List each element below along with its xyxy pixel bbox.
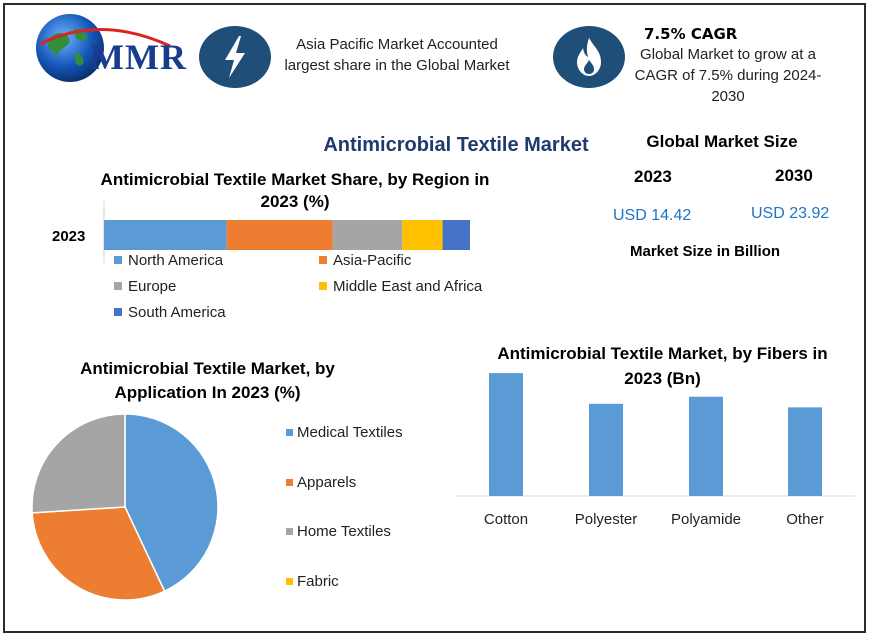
application-legend-fabric: Fabric (286, 573, 339, 590)
infographic-frame (3, 3, 866, 633)
flame-icon (553, 26, 625, 88)
legend-swatch (114, 308, 122, 317)
region-legend-europe: Europe (114, 278, 176, 295)
legend-label: South America (128, 304, 226, 321)
region-legend-south-america: South America (114, 304, 226, 321)
region-legend-asia-pacific: Asia-Pacific (319, 252, 411, 269)
main-title: Antimicrobial Textile Market (323, 134, 589, 156)
legend-swatch (286, 428, 293, 436)
legend-label: Middle East and Africa (333, 278, 483, 295)
legend-swatch (319, 256, 327, 265)
region-legend-middle-east-and-africa: Middle East and Africa (319, 278, 482, 295)
fiber-tick-label-polyamide: Polyamide (671, 511, 741, 528)
fibers-bar-chart: Cotton Polyester Polyamide Other (455, 373, 855, 528)
legend-swatch (319, 282, 327, 291)
legend-label: Fabric (297, 573, 339, 590)
lightning-icon (199, 26, 271, 88)
legend-swatch (114, 256, 122, 265)
legend-label: Apparels (297, 474, 357, 491)
market-size-title: Global Market Size (646, 132, 798, 151)
market-size-value-2023: USD 14.42 (613, 207, 692, 224)
legend-swatch (286, 577, 293, 585)
fibers-chart-title: Antimicrobial Textile Market, by Fibers … (497, 344, 828, 388)
fiber-bar-polyester (589, 403, 623, 496)
fiber-tick-label-polyester: Polyester (575, 511, 638, 528)
legend-swatch (114, 282, 122, 291)
application-legend-medical-textiles: Medical Textiles (286, 424, 403, 441)
application-chart-title: Antimicrobial Textile Market, by Applica… (80, 359, 335, 402)
legend-label: North America (128, 252, 224, 269)
legend-label: Medical Textiles (297, 424, 403, 441)
region-legend-north-america: North America (114, 252, 223, 269)
fiber-bar-cotton (489, 373, 523, 496)
region-bar-south-america (442, 220, 470, 250)
pie-slice-home-textiles (31, 413, 126, 514)
region-chart: 2023 (52, 201, 470, 263)
cagr-title: 7.5% CAGR (644, 25, 738, 43)
application-legend-home-textiles: Home Textiles (286, 523, 391, 540)
legend-swatch (286, 527, 293, 535)
region-chart-title: Antimicrobial Textile Market Share, by R… (100, 170, 490, 211)
pie-slice-medical-textiles (124, 413, 219, 593)
logo-text: MMR (90, 37, 187, 77)
legend-label: Asia-Pacific (333, 252, 412, 269)
market-size-value-2030: USD 23.92 (751, 205, 830, 222)
fiber-bar-polyamide (689, 396, 723, 496)
legend-swatch (286, 478, 293, 486)
market-size-year-2023: 2023 (634, 167, 672, 186)
region-bar-north-america (104, 220, 227, 250)
market-size-year-2030: 2030 (775, 166, 813, 185)
fiber-bar-other (788, 407, 822, 496)
application-pie-chart (31, 413, 219, 601)
market-size-note: Market Size in Billion (629, 243, 781, 260)
cagr-text: Global Market to grow at a CAGR of 7.5% … (634, 46, 822, 105)
legend-label: Home Textiles (297, 523, 391, 540)
info-asia-pacific: Asia Pacific Market Accounted largest sh… (284, 36, 510, 74)
region-category-label: 2023 (52, 228, 85, 245)
fiber-tick-label-other: Other (786, 511, 824, 528)
region-bar-asia-pacific (226, 220, 333, 250)
legend-label: Europe (128, 278, 177, 295)
region-bar-europe (332, 220, 403, 250)
application-legend-apparels: Apparels (286, 474, 356, 491)
pie-slice-apparels (31, 506, 166, 601)
logo: MMR (30, 8, 190, 88)
region-bar-middle-east-and-africa (402, 220, 443, 250)
fiber-tick-label-cotton: Cotton (484, 511, 528, 528)
globe-icon (36, 14, 171, 82)
